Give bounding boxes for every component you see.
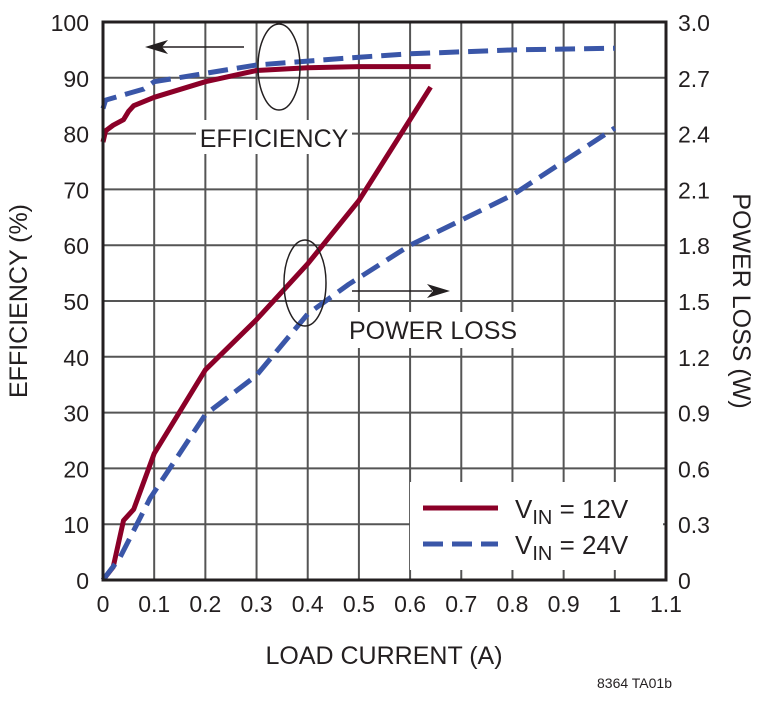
- y2-tick-label: 0: [678, 568, 691, 594]
- power-loss-label: POWER LOSS: [349, 317, 517, 345]
- y-tick-label: 40: [63, 345, 89, 371]
- y2-tick-label: 2.4: [678, 122, 710, 148]
- power-loss-annotation: POWER LOSS: [283, 239, 522, 348]
- y-tick-label: 90: [63, 66, 89, 92]
- y-tick-label: 50: [63, 289, 89, 315]
- legend: VIN = 12V VIN = 24V: [410, 482, 663, 570]
- x-tick-label: 0.5: [343, 591, 375, 617]
- series-lines: [100, 45, 617, 582]
- y-tick-label: 70: [63, 177, 89, 203]
- figure-code: 8364 TA01b: [597, 675, 672, 691]
- efficiency-label: EFFICIENCY: [200, 125, 349, 153]
- x-tick-label: 0.4: [292, 591, 324, 617]
- legend-label-12v: VIN = 12V: [515, 494, 629, 529]
- y2-tick-label: 1.5: [678, 289, 710, 315]
- x-tick-label: 0.1: [138, 591, 170, 617]
- left-arrow-icon: [145, 40, 168, 54]
- efficiency-ellipse: [257, 23, 301, 111]
- y-tick-label: 0: [76, 568, 89, 594]
- y-tick-label: 60: [63, 233, 89, 259]
- legend-label-24v: VIN = 24V: [515, 530, 629, 565]
- x-axis-title: LOAD CURRENT (A): [265, 642, 502, 670]
- y2-tick-label: 2.1: [678, 177, 710, 203]
- y-axis-title: EFFICIENCY (%): [5, 204, 33, 398]
- y2-tick-label: 0.9: [678, 401, 710, 427]
- y2-tick-label: 0.3: [678, 512, 710, 538]
- y2-tick-label: 3.0: [678, 10, 710, 36]
- x-tick-label: 0: [97, 591, 110, 617]
- y2-tick-label: 1.2: [678, 345, 710, 371]
- plot-frame: [101, 20, 668, 582]
- efficiency-label-bg: [196, 120, 352, 154]
- right-arrow-icon: [427, 284, 450, 298]
- x-tick-label: 0.3: [241, 591, 273, 617]
- y-tick-label: 20: [63, 456, 89, 482]
- y-tick-label: 80: [63, 122, 89, 148]
- x-tick-label: 0.2: [189, 591, 221, 617]
- series-line-efficiency-24v: [100, 45, 615, 110]
- power-loss-ellipse: [283, 239, 327, 327]
- legend-bg: [410, 482, 663, 570]
- tick-labels: 0 0.1 0.2 0.3 0.4 0.5 0.6 0.7 0.8 0.9 1 1.101020304…: [51, 10, 711, 617]
- y-tick-label: 30: [63, 401, 89, 427]
- y2-tick-label: 0.6: [678, 456, 710, 482]
- y2-tick-label: 1.8: [678, 233, 710, 259]
- x-tick-label: 1.1: [650, 591, 682, 617]
- y-tick-label: 100: [51, 10, 89, 36]
- series-line-efficiency-12v: [100, 64, 431, 143]
- y2-tick-label: 2.7: [678, 66, 710, 92]
- x-tick-label: 1: [608, 591, 621, 617]
- x-tick-label: 0.6: [394, 591, 426, 617]
- power-loss-label-bg: [342, 312, 522, 348]
- series-line-power_loss-12v: [101, 85, 433, 582]
- y-tick-label: 10: [63, 512, 89, 538]
- x-tick-label: 0.7: [445, 591, 477, 617]
- y2-axis-title: POWER LOSS (W): [727, 193, 755, 408]
- x-tick-label: 0.8: [496, 591, 528, 617]
- efficiency-annotation: EFFICIENCY: [145, 23, 352, 154]
- x-tick-label: 0.9: [548, 591, 580, 617]
- series-line-power_loss-24v: [101, 125, 617, 582]
